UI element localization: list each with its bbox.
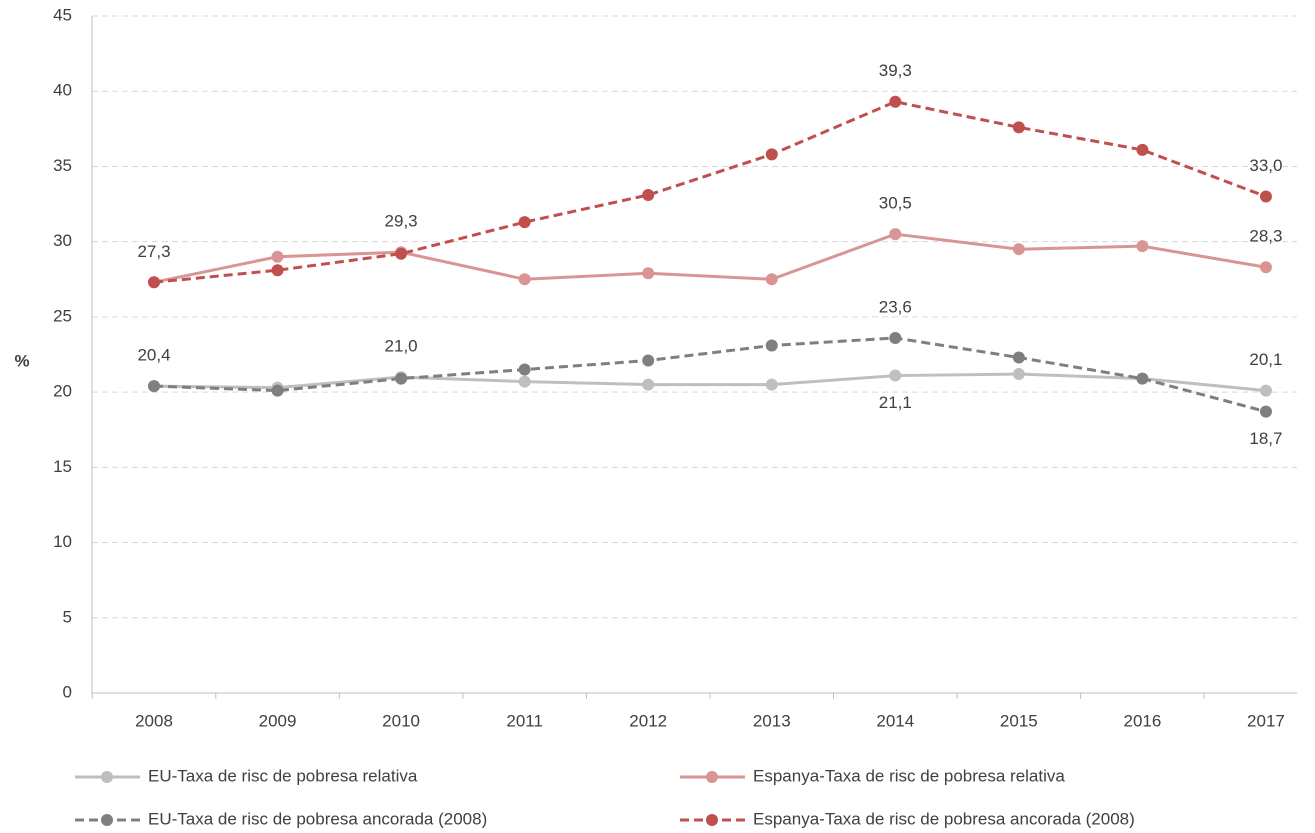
data-point xyxy=(889,369,902,382)
data-point xyxy=(889,228,902,241)
x-tick-label: 2015 xyxy=(1000,711,1038,730)
data-point xyxy=(1259,190,1272,203)
y-tick-label: 25 xyxy=(53,306,72,325)
y-tick-label: 45 xyxy=(53,5,72,24)
x-tick-label: 2010 xyxy=(382,711,420,730)
data-point xyxy=(1259,261,1272,274)
data-point xyxy=(271,264,284,277)
data-label: 27,3 xyxy=(137,242,170,261)
series-line xyxy=(153,372,1267,393)
data-point xyxy=(642,189,655,202)
x-tick-label: 2016 xyxy=(1123,711,1161,730)
data-point xyxy=(889,95,902,108)
data-point xyxy=(1136,143,1149,156)
data-label: 23,6 xyxy=(879,297,912,316)
series-line xyxy=(153,100,1267,284)
legend-marker xyxy=(706,814,718,826)
data-label: 18,7 xyxy=(1249,429,1282,448)
x-tick-label: 2014 xyxy=(876,711,914,730)
data-label: 30,5 xyxy=(879,194,912,213)
data-point xyxy=(642,354,655,367)
data-label: 20,1 xyxy=(1249,350,1282,369)
data-point xyxy=(765,273,778,286)
data-point xyxy=(395,372,408,385)
data-label: 29,3 xyxy=(385,212,418,231)
data-label: 21,1 xyxy=(879,393,912,412)
y-tick-label: 20 xyxy=(53,382,72,401)
y-tick-label: 30 xyxy=(53,231,72,250)
legend-label: Espanya-Taxa de risc de pobresa ancorada… xyxy=(753,809,1135,828)
data-point xyxy=(1136,372,1149,385)
data-point xyxy=(1012,351,1025,364)
data-point xyxy=(765,378,778,391)
y-tick-label: 5 xyxy=(63,607,72,626)
data-point xyxy=(148,276,160,289)
legend-marker xyxy=(101,771,113,783)
data-point xyxy=(642,267,655,280)
data-point xyxy=(889,331,902,344)
y-axis-label: % xyxy=(14,351,29,370)
x-tick-label: 2009 xyxy=(259,711,297,730)
data-point xyxy=(395,247,408,260)
data-label: 33,0 xyxy=(1249,156,1282,175)
data-point xyxy=(1259,405,1272,418)
y-tick-label: 40 xyxy=(53,81,72,100)
series-line xyxy=(153,232,1267,284)
legend-label: Espanya-Taxa de risc de pobresa relativa xyxy=(753,766,1065,785)
data-label: 39,3 xyxy=(879,61,912,80)
data-point xyxy=(1136,240,1149,253)
data-label: 28,3 xyxy=(1249,227,1282,246)
data-point xyxy=(271,384,284,397)
legend-marker xyxy=(101,814,113,826)
data-point xyxy=(1259,384,1272,397)
series-line xyxy=(153,336,1267,414)
x-tick-label: 2013 xyxy=(753,711,791,730)
data-point xyxy=(518,375,531,388)
data-point xyxy=(1012,368,1025,381)
legend-label: EU-Taxa de risc de pobresa ancorada (200… xyxy=(148,809,487,828)
data-point xyxy=(148,380,160,393)
data-label: 20,4 xyxy=(137,346,170,365)
data-point xyxy=(765,339,778,352)
data-point xyxy=(518,216,531,229)
data-point xyxy=(642,378,655,391)
data-point xyxy=(271,250,284,263)
data-point xyxy=(1012,243,1025,256)
y-tick-label: 15 xyxy=(53,457,72,476)
data-point xyxy=(518,363,531,376)
y-tick-label: 35 xyxy=(53,156,72,175)
legend-marker xyxy=(706,771,718,783)
x-tick-label: 2017 xyxy=(1247,711,1285,730)
y-tick-label: 10 xyxy=(53,532,72,551)
data-label: 21,0 xyxy=(385,337,418,356)
x-tick-label: 2011 xyxy=(506,711,543,730)
data-point xyxy=(765,148,778,161)
x-tick-label: 2008 xyxy=(135,711,173,730)
data-point xyxy=(1012,121,1025,134)
data-point xyxy=(518,273,531,286)
y-tick-label: 0 xyxy=(63,682,72,701)
x-tick-label: 2012 xyxy=(629,711,667,730)
legend-label: EU-Taxa de risc de pobresa relativa xyxy=(148,766,418,785)
